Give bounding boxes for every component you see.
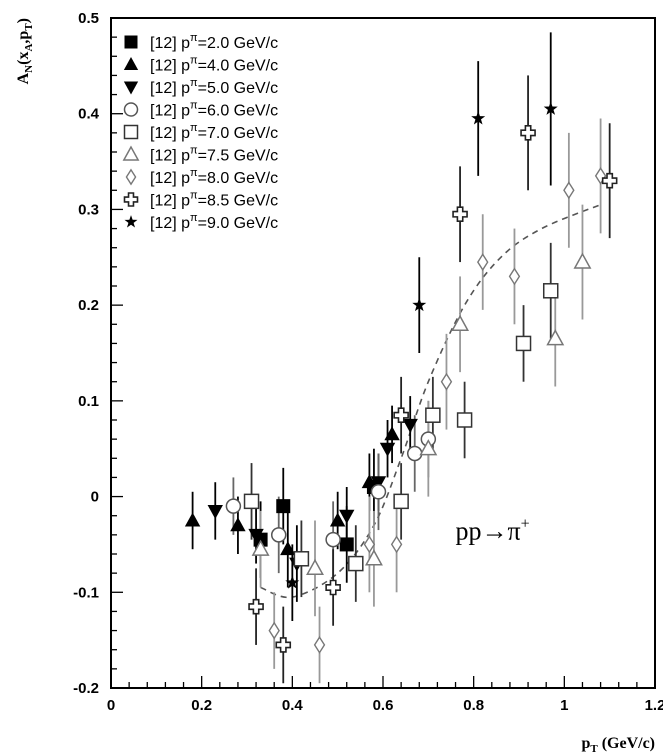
x-tick-label: 0.6 <box>373 697 394 714</box>
data-point <box>276 499 291 514</box>
data-point <box>243 493 260 510</box>
data-point <box>230 517 246 532</box>
legend-marker <box>124 35 138 49</box>
y-tick-label: 0.4 <box>78 106 100 123</box>
y-tick-label: 0.5 <box>78 10 99 27</box>
data-point <box>251 539 270 556</box>
data-point <box>270 527 287 543</box>
data-point <box>268 621 280 640</box>
x-tick-label: 1 <box>560 697 568 714</box>
fit-layer <box>260 203 601 599</box>
data-point <box>393 407 409 424</box>
y-tick-label: -0.1 <box>73 584 99 601</box>
x-axis-title: pT (GeV/c) <box>581 735 655 755</box>
data-point <box>329 512 346 527</box>
plot-frame <box>110 17 656 689</box>
y-tick-label: 0.3 <box>78 201 99 218</box>
fit-curve <box>260 203 601 599</box>
data-point <box>406 445 423 462</box>
legend: [12] pπ=2.0 GeV/c[12] pπ=4.0 GeV/c[12] p… <box>122 32 278 232</box>
data-point <box>563 181 575 200</box>
data-point <box>370 476 387 491</box>
data-point <box>412 297 427 312</box>
data-point <box>425 407 441 423</box>
legend-label: [12] pπ=4.0 GeV/c <box>150 55 278 75</box>
data-point <box>280 541 296 556</box>
data-point <box>225 498 242 514</box>
data-point <box>573 252 592 269</box>
data-point <box>543 101 558 115</box>
legend-label: [12] pπ=2.0 GeV/c <box>150 32 278 52</box>
data-point <box>293 551 310 567</box>
data-point <box>477 253 489 272</box>
y-tick-label: 0 <box>91 489 99 506</box>
data-point <box>379 442 396 457</box>
data-point <box>364 549 383 566</box>
x-tick-label: 0 <box>107 697 115 714</box>
data-point <box>361 474 378 489</box>
legend-label: [12] pπ=9.0 GeV/c <box>150 212 278 232</box>
y-tick-label: 0.1 <box>78 393 99 410</box>
legend-marker <box>125 168 137 186</box>
x-tick-label: 0.4 <box>282 697 304 714</box>
data-point <box>313 635 326 654</box>
data-point <box>451 314 470 331</box>
legend-marker <box>123 57 139 71</box>
markers-layer <box>184 101 618 654</box>
legend-marker <box>123 192 139 207</box>
data-point <box>275 637 292 653</box>
data-point <box>370 484 387 500</box>
data-point <box>402 418 418 433</box>
data-point <box>348 555 364 572</box>
legend-label: [12] pπ=8.5 GeV/c <box>150 190 278 210</box>
data-point <box>390 535 403 554</box>
data-point <box>456 412 473 428</box>
legend-label: [12] pπ=7.0 GeV/c <box>150 122 278 142</box>
data-point <box>546 329 565 346</box>
reaction-annotation: pp→π+ <box>456 516 530 546</box>
x-tick-label: 0.8 <box>463 697 484 714</box>
data-point <box>325 579 341 596</box>
data-point <box>452 206 468 223</box>
data-point <box>384 426 400 441</box>
legend-marker <box>123 124 139 140</box>
data-point <box>508 267 521 286</box>
data-point <box>419 439 438 456</box>
data-point <box>207 504 223 519</box>
legend-label: [12] pπ=6.0 GeV/c <box>150 100 278 120</box>
data-point <box>339 509 355 524</box>
data-point <box>601 172 618 189</box>
legend-marker <box>122 145 140 161</box>
data-point <box>184 512 201 527</box>
legend-marker <box>123 81 139 95</box>
data-point <box>440 372 453 391</box>
legend-label: [12] pπ=5.0 GeV/c <box>150 77 278 97</box>
data-point <box>248 528 264 543</box>
legend-label: [12] pπ=7.5 GeV/c <box>150 145 278 165</box>
legend-marker <box>123 102 139 117</box>
x-tick-label: 0.2 <box>191 697 212 714</box>
data-point <box>325 531 341 548</box>
x-tick-label: 1.2 <box>645 697 663 714</box>
legend-marker <box>124 215 138 228</box>
data-point <box>363 535 376 554</box>
data-point <box>339 537 354 552</box>
legend-label: [12] pπ=8.0 GeV/c <box>150 167 278 187</box>
y-tick-label: -0.2 <box>73 680 99 697</box>
y-axis-title: AN(xA,pT) <box>15 18 35 84</box>
data-point <box>542 283 559 299</box>
data-point <box>471 111 486 125</box>
data-point <box>248 598 264 615</box>
data-point <box>285 575 300 589</box>
data-point <box>515 335 532 352</box>
data-point <box>520 125 536 141</box>
ticks-layer: 0 0.2 0.4 0.6 0.8 1 1.2 -0.2 -0.1 0 0.1 0.2 0.3 0.4 0.… <box>73 10 663 714</box>
data-point <box>393 493 409 510</box>
data-point <box>306 558 324 576</box>
y-tick-label: 0.2 <box>78 297 99 314</box>
